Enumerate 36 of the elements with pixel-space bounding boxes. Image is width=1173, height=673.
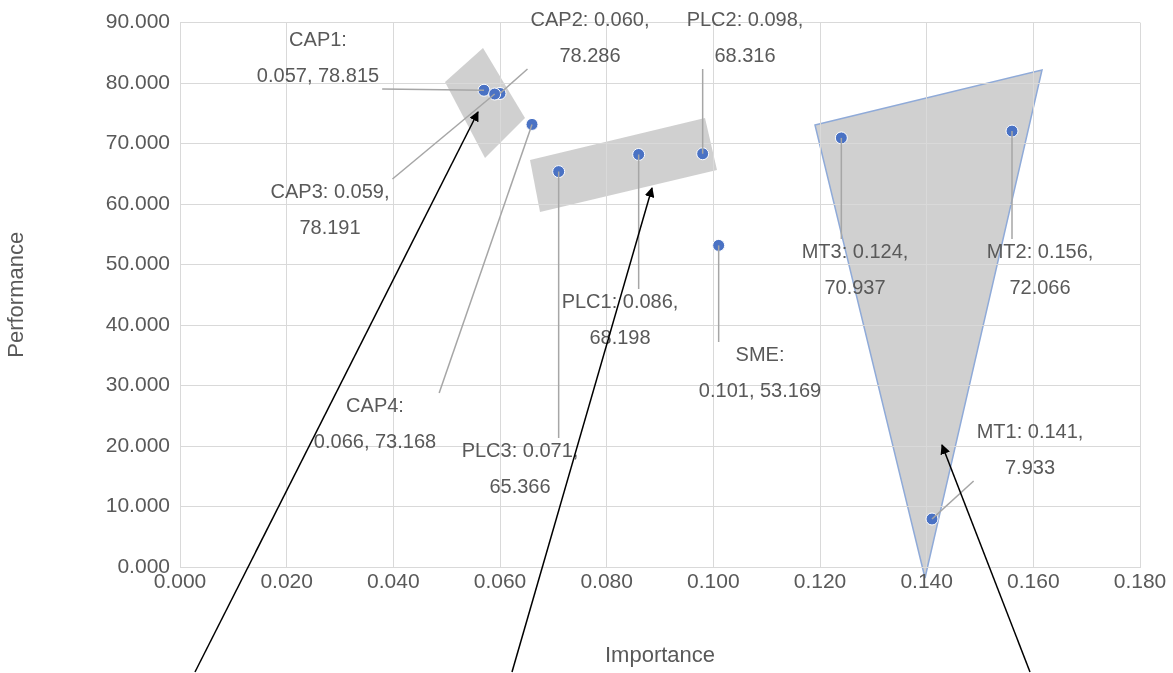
point <box>696 147 710 161</box>
annotation: CAP3: 0.059, 78.191 <box>270 179 390 238</box>
point <box>632 147 646 161</box>
annotation: CAP2: 0.060, 78.286 <box>530 7 650 66</box>
y-tick-label: 20.000 <box>105 432 170 456</box>
x-tick-label: 0.100 <box>687 569 740 593</box>
x-tick-label: 0.080 <box>580 569 633 593</box>
y-tick-label: 80.000 <box>105 69 170 93</box>
annotation: CAP4: 0.066, 73.168 <box>313 393 437 452</box>
y-tick-label: 30.000 <box>105 372 170 396</box>
point <box>925 512 939 526</box>
x-tick-label: 0.060 <box>473 569 527 593</box>
point <box>834 131 848 145</box>
x-tick-label: 0.180 <box>1113 569 1167 593</box>
point <box>488 87 502 101</box>
point <box>712 238 726 252</box>
annotation: CAP1: 0.057, 78.815 <box>256 27 380 86</box>
x-tick-label: 0.120 <box>793 569 847 593</box>
y-tick-label: 10.000 <box>105 493 170 517</box>
x-tick-label: 0.020 <box>260 569 313 593</box>
y-tick-label: 90.000 <box>105 9 170 33</box>
x-tick-label: 0.040 <box>367 569 420 593</box>
y-tick-label: 50.000 <box>105 251 170 275</box>
y-axis-title: Performance <box>3 231 29 358</box>
point <box>552 165 566 179</box>
x-tick-label: 0.140 <box>900 569 953 593</box>
y-tick-label: 60.000 <box>105 190 170 214</box>
annotation: SME: 0.101, 53.169 <box>698 342 822 401</box>
annotation: MT3: 0.124, 70.937 <box>801 239 909 298</box>
x-tick-label: 0.160 <box>1007 569 1060 593</box>
y-tick-label: 70.000 <box>105 130 170 154</box>
y-tick-label: 40.000 <box>105 311 170 335</box>
x-axis-title: Importance <box>604 641 716 667</box>
point <box>525 117 539 131</box>
annotation: MT1: 0.141, 7.933 <box>976 419 1084 478</box>
annotation: PLC2: 0.098, 68.316 <box>686 7 804 66</box>
